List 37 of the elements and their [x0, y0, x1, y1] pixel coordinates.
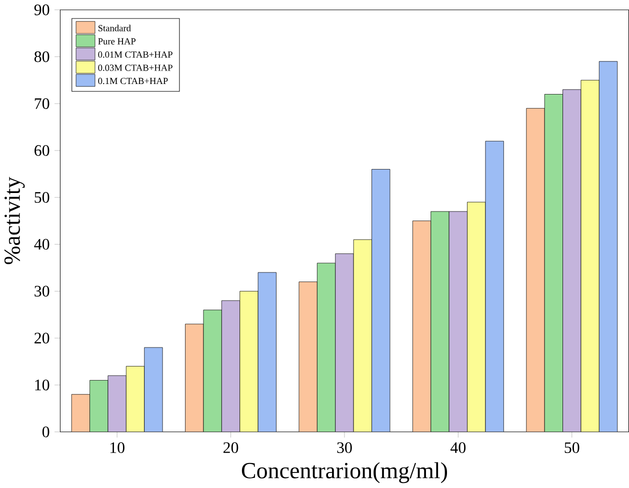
x-tick-label: 30	[337, 442, 352, 454]
y-tick-label: 80	[34, 52, 50, 62]
bar	[144, 347, 163, 432]
x-tick-label: 20	[223, 442, 238, 454]
bar	[412, 220, 432, 432]
y-tick-label: 70	[34, 98, 50, 110]
x-tick-label: 40	[450, 442, 466, 454]
x-axis-title: Concentrarion(mg/ml)	[242, 462, 448, 484]
bar	[526, 108, 545, 432]
y-tick-label: 10	[35, 380, 50, 391]
bar	[221, 300, 240, 432]
y-tick-label: 40	[34, 239, 50, 250]
bar	[448, 212, 468, 432]
legend-label: 0.01M CTAB+HAP	[98, 52, 172, 58]
legend-label: Pure HAP	[98, 38, 136, 45]
bar	[372, 169, 390, 432]
y-tick-label: 20	[34, 332, 50, 344]
bar	[258, 272, 276, 432]
bar	[335, 254, 354, 432]
bar	[71, 394, 90, 432]
bar	[298, 282, 318, 432]
legend-label: 0.03M CTAB+HAP	[98, 64, 172, 72]
y-tick-label: 60	[34, 145, 50, 156]
bar	[185, 324, 204, 432]
y-tick-label: 30	[34, 286, 50, 297]
bar	[485, 141, 504, 432]
x-tick-label: 50	[564, 442, 580, 454]
y-tick-label: 90	[34, 4, 50, 16]
bar	[108, 376, 126, 432]
y-tick-label: 0	[42, 426, 50, 438]
legend-label: Standard	[98, 24, 131, 32]
y-axis-title: %activity	[4, 177, 25, 264]
legend-label: 0.1M CTAB+HAP	[98, 78, 168, 84]
y-tick-label: 50	[34, 192, 50, 204]
bar	[598, 61, 618, 432]
bar	[562, 90, 582, 432]
x-tick-label: 10	[110, 442, 124, 454]
